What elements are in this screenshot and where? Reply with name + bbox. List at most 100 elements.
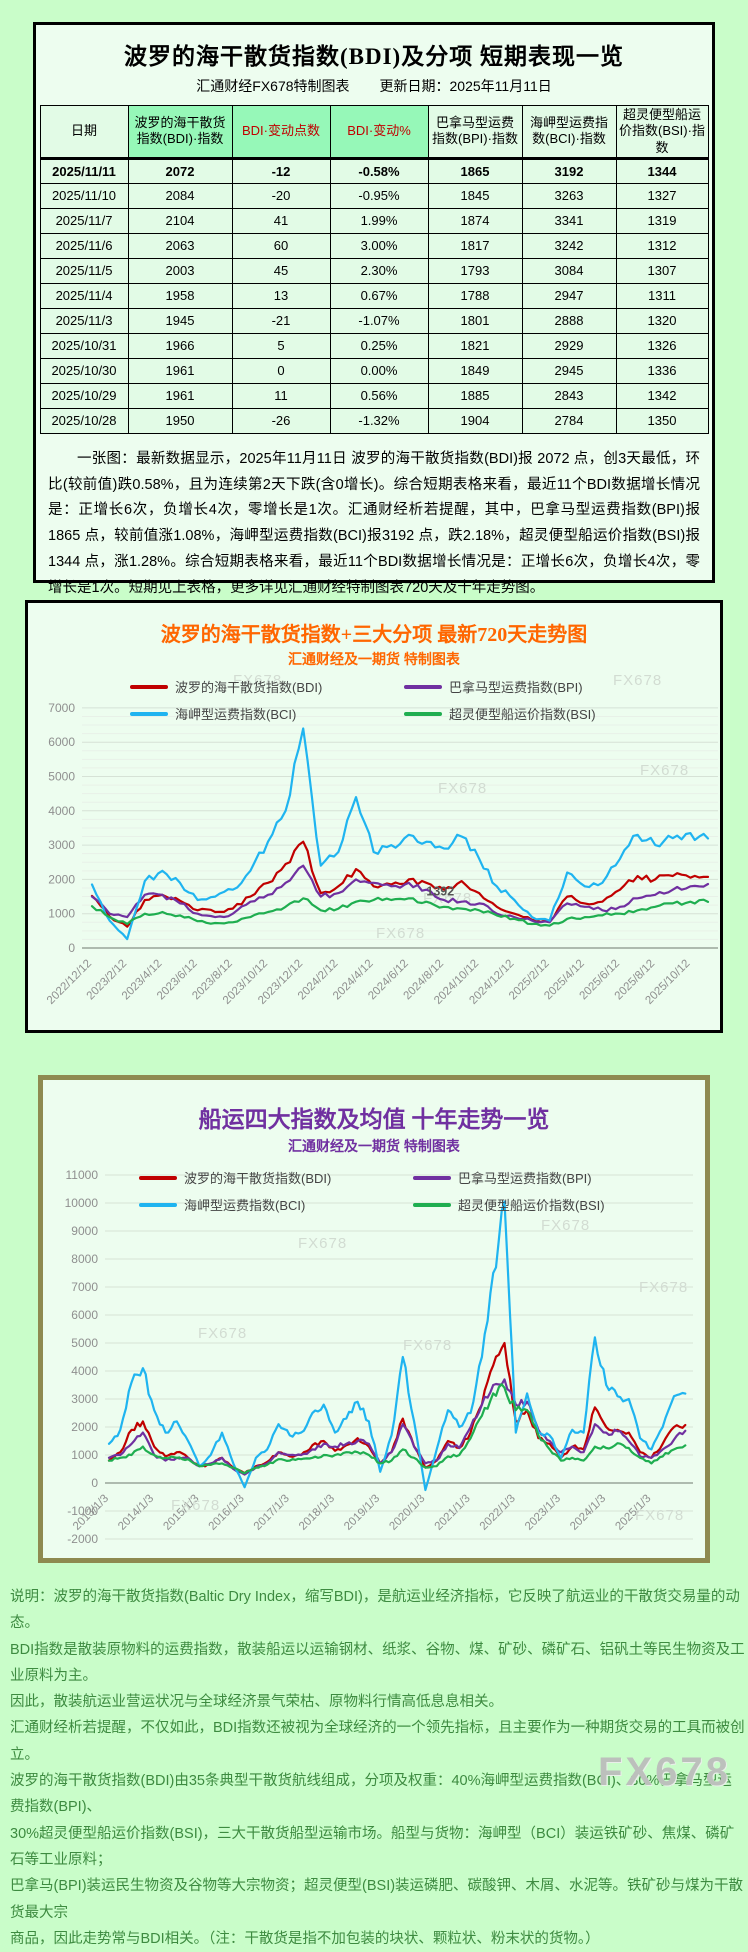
y-tick-label: 11000 bbox=[66, 1168, 99, 1182]
table-cell: -12 bbox=[231, 157, 331, 184]
y-tick-label: 4000 bbox=[71, 1364, 98, 1378]
legend-item: 波罗的海干散货指数(BDI) bbox=[139, 1168, 387, 1187]
table-cell: 1326 bbox=[615, 332, 709, 359]
table-cell: 2025/11/6 bbox=[39, 232, 129, 259]
chart-720d-title: 波罗的海干散货指数+三大分项 最新720天走势图 bbox=[160, 624, 588, 646]
table-cell: 1958 bbox=[127, 282, 233, 309]
table-cell: 1327 bbox=[615, 182, 709, 209]
table-cell: -1.07% bbox=[329, 307, 429, 334]
table-cell: 3.00% bbox=[329, 232, 429, 259]
y-tick-label: 7000 bbox=[71, 1280, 98, 1294]
legend-swatch-icon bbox=[130, 684, 168, 689]
table-cell: 11 bbox=[231, 382, 331, 409]
legend-item: 巴拿马型运费指数(BPI) bbox=[404, 677, 652, 696]
table-cell: 1344 bbox=[615, 157, 709, 184]
series-line bbox=[90, 896, 710, 927]
legend-swatch-icon bbox=[404, 684, 442, 689]
table-cell: 2063 bbox=[127, 232, 233, 259]
chart-watermark: FX678 bbox=[298, 1235, 347, 1252]
table-cell: 2003 bbox=[127, 257, 233, 284]
table-cell: 2025/10/28 bbox=[39, 407, 129, 434]
chart-720d-subtitle: 汇通财经及一期货 特制图表 bbox=[288, 651, 460, 667]
chart-720d-legend: 波罗的海干散货指数(BDI) 巴拿马型运费指数(BPI) 海岬型运费指数(BCI) 超… bbox=[130, 677, 652, 723]
table-cell: 1788 bbox=[427, 282, 523, 309]
table-row: 2025/10/28 1950 -26 -1.32% 1904 2784 1350 bbox=[39, 407, 709, 434]
table-cell: -0.58% bbox=[329, 157, 429, 184]
table-cell: 2025/11/5 bbox=[39, 257, 129, 284]
chart-watermark: FX678 bbox=[171, 1497, 220, 1514]
chart-10y-panel: -2000 -1000 0 1000 2000 3000 4000 5000 6000 7000 8… bbox=[38, 1075, 710, 1563]
table-cell: 1865 bbox=[427, 157, 523, 184]
footer-line: 30%超灵便型船运价指数(BSI)，三大干散货船型运输市场。船型与货物：海岬型（… bbox=[10, 1825, 735, 1868]
table-cell: 0.00% bbox=[329, 357, 429, 384]
chart-720d-canvas: 010002000300040005000600070002022/12/122… bbox=[45, 672, 718, 1007]
table-cell: 2072 bbox=[127, 157, 233, 184]
legend-label: 超灵便型船运价指数(BSI) bbox=[458, 1198, 605, 1213]
column-header: 超灵便型船运价指数(BSI)·指数 bbox=[615, 105, 709, 160]
chart-10y-subtitle: 汇通财经及一期货 特制图表 bbox=[288, 1138, 460, 1154]
footer-line: 波罗的海干散货指数(BDI)由35条典型干散货航线组成，分项及权重：40%海岬型… bbox=[10, 1773, 732, 1816]
table-cell: 41 bbox=[231, 207, 331, 234]
column-header: 波罗的海干散货指数(BDI)·指数 bbox=[127, 105, 233, 160]
y-tick-label: 3000 bbox=[71, 1392, 98, 1406]
table-cell: 13 bbox=[231, 282, 331, 309]
series-line bbox=[107, 1383, 687, 1475]
table-cell: -21 bbox=[231, 307, 331, 334]
table-cell: 1849 bbox=[427, 357, 523, 384]
source-label: 汇通财经FX678特制图表 bbox=[196, 78, 350, 94]
update-date: 更新日期：2025年11月11日 bbox=[379, 78, 552, 94]
table-row: 2025/11/10 2084 -20 -0.95% 1845 3263 1327 bbox=[39, 182, 709, 209]
table-cell: 2945 bbox=[521, 357, 617, 384]
table-cell: 2084 bbox=[127, 182, 233, 209]
legend-item: 巴拿马型运费指数(BPI) bbox=[413, 1168, 661, 1187]
table-cell: 2947 bbox=[521, 282, 617, 309]
y-tick-label: 10000 bbox=[65, 1196, 99, 1210]
legend-swatch-icon bbox=[139, 1175, 177, 1180]
chart-watermark: FX678 bbox=[635, 1507, 684, 1524]
table-cell: 1845 bbox=[427, 182, 523, 209]
table-cell: 2929 bbox=[521, 332, 617, 359]
legend-item: 波罗的海干散货指数(BDI) bbox=[130, 677, 378, 696]
table-cell: 1336 bbox=[615, 357, 709, 384]
y-tick-label: -2000 bbox=[67, 1532, 98, 1546]
table-cell: 0.25% bbox=[329, 332, 429, 359]
legend-swatch-icon bbox=[130, 711, 168, 716]
x-tick-label: 2024/1/3 bbox=[568, 1493, 608, 1533]
table-row: 2025/10/29 1961 11 0.56% 1885 2843 1342 bbox=[39, 382, 709, 409]
chart-watermark: FX678 bbox=[376, 925, 425, 942]
table-row: 2025/11/4 1958 13 0.67% 1788 2947 1311 bbox=[39, 282, 709, 309]
summary-paragraph: 一张图：最新数据显示，2025年11月11日 波罗的海干散货指数(BDI)报 2… bbox=[48, 450, 700, 596]
chart-10y-canvas: -2000 -1000 0 1000 2000 3000 4000 5000 6000 7000 8… bbox=[65, 1168, 693, 1546]
legend-swatch-icon bbox=[139, 1202, 177, 1207]
table-cell: 2784 bbox=[521, 407, 617, 434]
y-tick-label: 2000 bbox=[48, 872, 75, 886]
legend-item: 海岬型运费指数(BCI) bbox=[130, 704, 378, 723]
table-cell: 2.30% bbox=[329, 257, 429, 284]
bdi-table: 日期 波罗的海干散货指数(BDI)·指数 BDI·变动点数 BDI·变动% 巴拿马型运费… bbox=[39, 105, 709, 434]
table-cell: 2025/10/29 bbox=[39, 382, 129, 409]
short-term-table-panel: 波罗的海干散货指数(BDI)及分项 短期表现一览 汇通财经FX678特制图表 更新… bbox=[33, 22, 715, 596]
table-cell: 1961 bbox=[127, 357, 233, 384]
y-tick-label: 6000 bbox=[48, 735, 75, 749]
chart-watermark: FX678 bbox=[438, 780, 487, 797]
table-cell: 0 bbox=[231, 357, 331, 384]
table-row: 2025/11/11 2072 -12 -0.58% 1865 3192 1344 bbox=[39, 157, 709, 184]
table-cell: 1320 bbox=[615, 307, 709, 334]
data-label: 1392 bbox=[426, 884, 454, 898]
table-cell: -26 bbox=[231, 407, 331, 434]
y-tick-label: 0 bbox=[91, 1476, 98, 1490]
y-tick-label: 4000 bbox=[48, 804, 75, 818]
table-cell: 5 bbox=[231, 332, 331, 359]
table-row: 2025/11/6 2063 60 3.00% 1817 3242 1312 bbox=[39, 232, 709, 259]
x-tick-label: 2018/1/3 bbox=[297, 1493, 337, 1533]
table-cell: 45 bbox=[231, 257, 331, 284]
y-tick-label: 2000 bbox=[71, 1420, 98, 1434]
legend-item: 海岬型运费指数(BCI) bbox=[139, 1195, 387, 1214]
table-cell: 1961 bbox=[127, 382, 233, 409]
table-cell: 2025/10/30 bbox=[39, 357, 129, 384]
legend-label: 超灵便型船运价指数(BSI) bbox=[449, 707, 596, 722]
panel-title: 波罗的海干散货指数(BDI)及分项 短期表现一览 bbox=[124, 44, 624, 69]
chart-watermark: FX678 bbox=[233, 672, 282, 689]
table-cell: 3341 bbox=[521, 207, 617, 234]
x-tick-label: 2019/1/3 bbox=[342, 1493, 382, 1533]
